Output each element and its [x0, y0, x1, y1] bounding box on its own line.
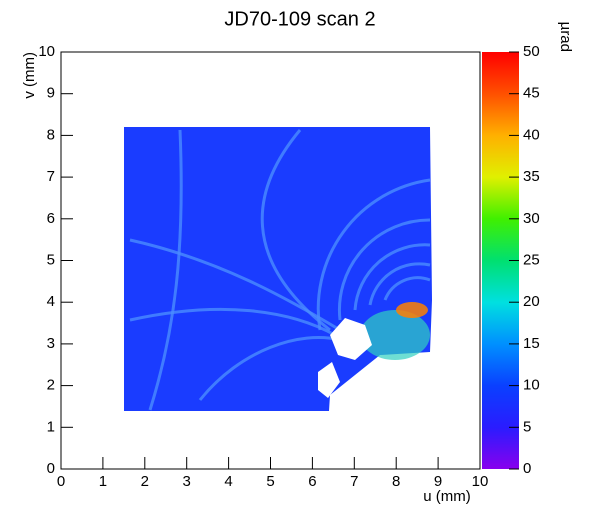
x-tick-label: 9: [434, 473, 442, 490]
y-tick-label: 9: [47, 85, 55, 102]
fringe: [353, 243, 431, 311]
heatmap-field: [124, 127, 432, 411]
z-tick-label: 25: [523, 251, 540, 268]
x-tick-label: 2: [141, 473, 149, 490]
fringe: [316, 178, 431, 331]
fringe: [383, 276, 431, 301]
y-tick-label: 2: [47, 377, 55, 394]
hot-spot: [396, 302, 428, 318]
z-tick-label: 15: [523, 335, 540, 352]
x-tick-label: 4: [224, 473, 232, 490]
x-tick-label: 3: [183, 473, 191, 490]
y-tick-label: 8: [47, 126, 55, 143]
fringe: [337, 218, 431, 321]
x-tick-label: 0: [57, 473, 65, 490]
z-tick-label: 40: [523, 126, 540, 143]
x-tick-label: 7: [350, 473, 358, 490]
x-tick-label: 1: [99, 473, 107, 490]
x-tick-label: 6: [308, 473, 316, 490]
chart-title: JD70-109 scan 2: [224, 8, 375, 30]
y-tick-label: 4: [47, 293, 55, 310]
fringe: [129, 307, 336, 337]
z-tick-label: 35: [523, 168, 540, 185]
y-tick-label: 10: [38, 43, 55, 60]
hole: [330, 318, 372, 360]
hot-zone: [360, 310, 430, 360]
y-tick-label: 3: [47, 335, 55, 352]
fringe: [129, 238, 341, 332]
z-tick-label: 30: [523, 210, 540, 227]
y-tick-label: 5: [47, 251, 55, 268]
x-axis-label: u (mm): [423, 488, 471, 505]
z-tick-label: 10: [523, 377, 540, 394]
y-tick-label: 1: [47, 418, 55, 435]
fringe: [368, 262, 431, 306]
z-tick-label: 5: [523, 418, 531, 435]
x-tick-label: 10: [472, 473, 489, 490]
hole: [318, 362, 340, 398]
z-tick-label: 20: [523, 293, 540, 310]
y-tick-label: 6: [47, 210, 55, 227]
y-axis-label: v (mm): [21, 52, 38, 99]
z-tick-label: 45: [523, 85, 540, 102]
fringe: [198, 336, 341, 401]
x-tick-label: 5: [266, 473, 274, 490]
x-tick-label: 8: [392, 473, 400, 490]
fringe: [260, 129, 331, 332]
scan-region: [124, 127, 432, 411]
z-tick-label: 0: [523, 460, 531, 477]
z-tick-label: 50: [523, 43, 540, 60]
y-tick-label: 0: [47, 460, 55, 477]
y-tick-label: 7: [47, 168, 55, 185]
fringe: [148, 129, 183, 411]
z-axis-label: µrad: [557, 22, 574, 52]
